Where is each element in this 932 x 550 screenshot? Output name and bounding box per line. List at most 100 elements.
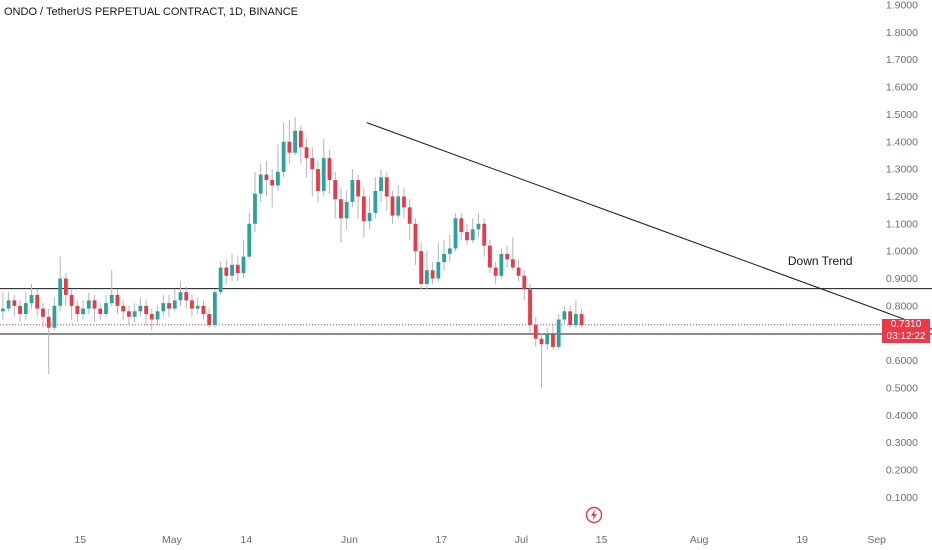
bar-countdown-label: 03:12:22 <box>886 330 926 342</box>
time-tick-label: May <box>162 534 183 546</box>
candle-body <box>81 308 85 315</box>
candle-body <box>270 180 275 186</box>
drawn-lines <box>0 122 932 335</box>
candle-body <box>436 262 441 279</box>
candle <box>505 245 510 268</box>
candle-body <box>316 169 320 191</box>
candle-body <box>562 311 567 320</box>
candle-body <box>379 177 383 191</box>
candle <box>402 188 406 219</box>
candle <box>533 316 538 347</box>
candle-body <box>241 256 246 274</box>
candle-body <box>167 303 171 309</box>
candle <box>69 289 74 320</box>
lightning-bolt-icon[interactable] <box>585 506 603 524</box>
candle <box>81 300 85 320</box>
candle <box>276 144 280 191</box>
candle <box>264 160 269 197</box>
candle-body <box>58 278 63 306</box>
candle <box>63 273 68 306</box>
candle <box>241 240 246 279</box>
candle-body <box>23 303 28 315</box>
candle <box>470 218 475 243</box>
candle-body <box>447 248 452 254</box>
price-axis[interactable]: 1.9000 1.8000 1.7000 1.6000 1.5000 1.4000 1.30… <box>886 0 918 504</box>
candle-body <box>149 314 154 320</box>
candle-body <box>12 300 17 306</box>
candle <box>195 297 200 315</box>
candle <box>281 122 286 178</box>
candle <box>333 171 338 219</box>
candle <box>344 190 349 230</box>
candle <box>436 242 441 282</box>
candle <box>465 223 469 246</box>
candle-body <box>18 305 22 315</box>
time-tick-label: 14 <box>241 534 253 546</box>
candle-body <box>298 130 303 148</box>
candle-body <box>29 294 34 304</box>
candle <box>390 190 395 224</box>
candle-body <box>304 147 309 159</box>
candle-body <box>390 196 395 216</box>
candle <box>573 300 578 328</box>
candle-body <box>407 207 412 224</box>
candle-body <box>367 212 372 222</box>
candle <box>339 188 343 243</box>
price-tick-label: 0.4000 <box>886 410 918 422</box>
candle <box>212 289 217 328</box>
candle <box>224 259 229 284</box>
candle <box>447 234 452 263</box>
candle-body <box>75 305 80 315</box>
candle <box>230 253 234 282</box>
candle-body <box>293 130 297 153</box>
candle <box>167 294 171 317</box>
candle-body <box>195 305 200 309</box>
candle-body <box>442 253 446 263</box>
candle-body <box>522 275 527 290</box>
candle <box>384 171 389 211</box>
candle-body <box>230 264 234 276</box>
candle <box>270 169 275 208</box>
candle <box>453 212 458 252</box>
candle <box>539 333 544 388</box>
candle <box>218 262 223 295</box>
candle <box>551 324 555 350</box>
candle <box>172 289 177 312</box>
price-tick-label: 0.2000 <box>886 464 918 476</box>
price-tick-label: 1.6000 <box>886 82 918 94</box>
annotation-label: Down Trend <box>788 254 853 268</box>
price-tick-label: 1.9000 <box>886 0 918 12</box>
candle-body <box>132 311 137 317</box>
price-tick-label: 0.1000 <box>886 492 918 504</box>
candle-body <box>276 171 280 186</box>
price-tick-label: 1.0000 <box>886 246 918 258</box>
candle-body <box>579 314 584 325</box>
candle-body <box>6 300 11 309</box>
candle-body <box>327 158 332 181</box>
candle <box>155 305 160 325</box>
time-tick-label: Aug <box>690 534 709 546</box>
candle-body <box>361 196 366 222</box>
candle <box>407 199 412 241</box>
candle-body <box>539 338 544 345</box>
candles <box>0 117 584 388</box>
candle-body <box>493 267 498 276</box>
candle-body <box>218 267 223 293</box>
price-tick-label: 1.1000 <box>886 218 918 230</box>
candle <box>109 270 114 306</box>
candle-body <box>69 294 74 306</box>
candle-body <box>258 174 263 194</box>
candle <box>545 327 550 350</box>
candle-body <box>63 278 68 295</box>
candle <box>361 188 366 238</box>
time-axis[interactable]: 15May14Jun17Jul15Aug19Sep16Oct14 <box>74 534 932 546</box>
chart-title: ONDO / TetherUS PERPETUAL CONTRACT, 1D, … <box>4 6 299 18</box>
candle <box>207 308 212 328</box>
candle-body <box>413 223 418 252</box>
candle-body <box>52 305 57 328</box>
candle-body <box>121 305 126 312</box>
candle-body <box>568 311 573 325</box>
candle-body <box>419 251 424 284</box>
candle-body <box>281 141 286 172</box>
